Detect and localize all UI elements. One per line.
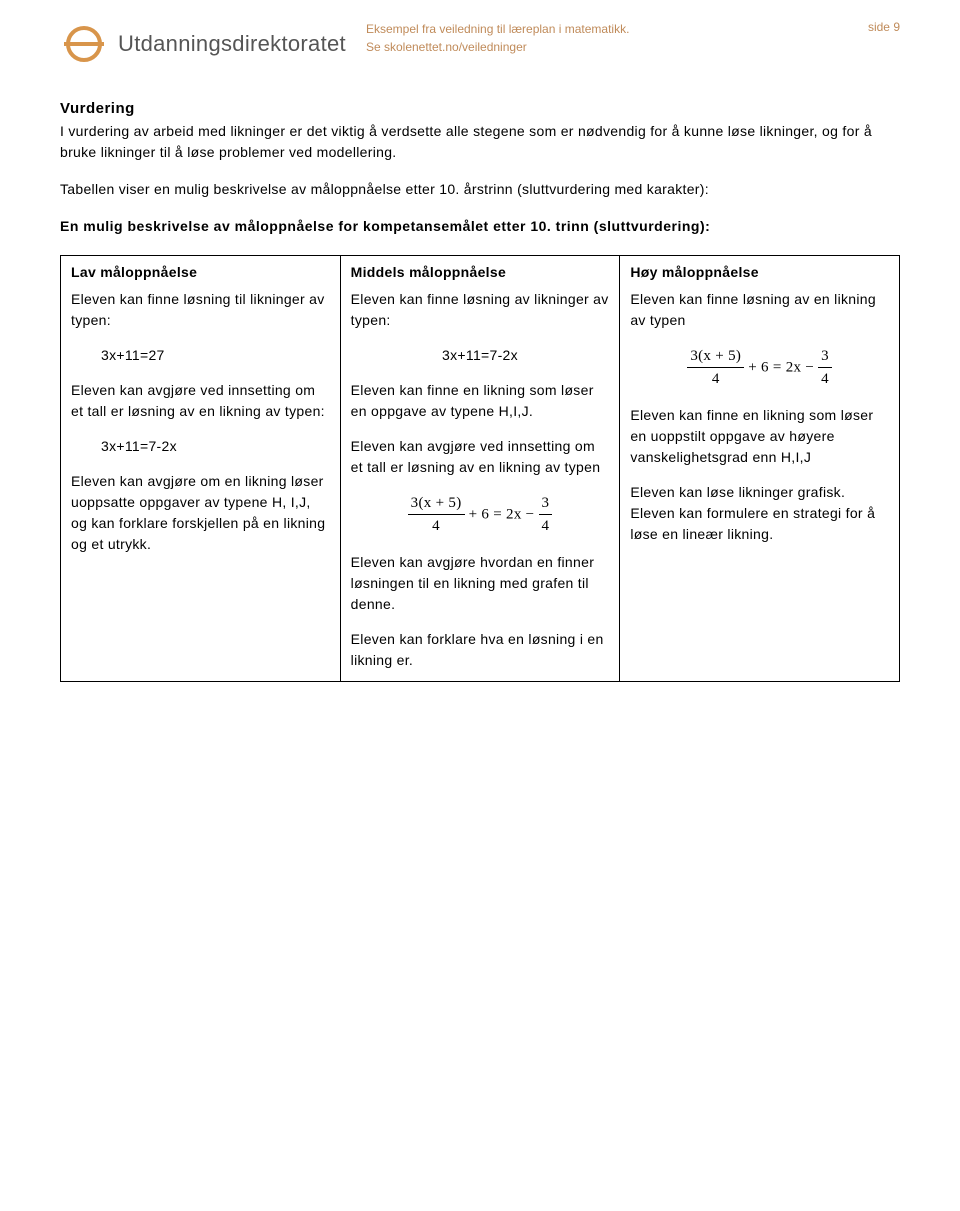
low-eq2: 3x+11=7-2x (71, 436, 330, 457)
mid-eq1: 3x+11=7-2x (351, 345, 610, 366)
mid-eq2-num2: 3 (539, 492, 553, 516)
mid-eq2: 3(x + 5)4 + 6 = 2x − 34 (351, 492, 610, 538)
logo-icon (60, 20, 108, 68)
high-eq1-num: 3(x + 5) (690, 348, 741, 364)
bold-description: En mulig beskrivelse av måloppnåelse for… (60, 216, 900, 237)
mid-eq2-den2: 4 (539, 515, 553, 538)
cell-high: Eleven kan finne løsning av en likning a… (620, 283, 900, 682)
high-eq1-den: 4 (687, 368, 744, 391)
col-header-high: Høy måloppnåelse (620, 255, 900, 283)
mid-eq2-den: 4 (408, 515, 465, 538)
high-p1: Eleven kan finne løsning av en likning a… (630, 289, 889, 331)
low-p2: Eleven kan avgjøre ved innsetting om et … (71, 380, 330, 422)
mid-p4: Eleven kan avgjøre hvordan en finner løs… (351, 552, 610, 615)
mid-eq2-num: 3(x + 5) (411, 495, 462, 511)
high-eq1-mid: + 6 = 2x − (744, 359, 818, 375)
low-p3: Eleven kan avgjøre om en likning løser u… (71, 471, 330, 555)
org-name: Utdanningsdirektoratet (118, 31, 346, 57)
high-eq1-num2: 3 (818, 345, 832, 369)
mid-p2: Eleven kan finne en likning som løser en… (351, 380, 610, 422)
high-eq1: 3(x + 5)4 + 6 = 2x − 34 (630, 345, 889, 391)
cell-low: Eleven kan finne løsning til likninger a… (61, 283, 341, 682)
header-left: Utdanningsdirektoratet (60, 20, 346, 68)
page-header: Utdanningsdirektoratet Eksempel fra veil… (60, 20, 900, 68)
mid-p3: Eleven kan avgjøre ved innsetting om et … (351, 436, 610, 478)
main-content: Vurdering I vurdering av arbeid med likn… (60, 98, 900, 682)
mid-p5: Eleven kan forklare hva en løsning i en … (351, 629, 610, 671)
paragraph-2: Tabellen viser en mulig beskrivelse av m… (60, 179, 900, 200)
header-subtitle-line1: Eksempel fra veiledning til læreplan i m… (366, 20, 868, 38)
assessment-table: Lav måloppnåelse Middels måloppnåelse Hø… (60, 255, 900, 682)
cell-mid: Eleven kan finne løsning av likninger av… (340, 283, 620, 682)
high-p3: Eleven kan løse likninger grafisk. Eleve… (630, 482, 889, 545)
col-header-low: Lav måloppnåelse (61, 255, 341, 283)
mid-eq2-mid: + 6 = 2x − (465, 506, 539, 522)
high-p2: Eleven kan finne en likning som løser en… (630, 405, 889, 468)
mid-p1: Eleven kan finne løsning av likninger av… (351, 289, 610, 331)
high-eq1-den2: 4 (818, 368, 832, 391)
low-p1: Eleven kan finne løsning til likninger a… (71, 289, 330, 331)
col-header-mid: Middels måloppnåelse (340, 255, 620, 283)
section-title: Vurdering (60, 100, 135, 117)
header-subtitle: Eksempel fra veiledning til læreplan i m… (366, 20, 868, 56)
header-subtitle-line2: Se skolenettet.no/veiledninger (366, 38, 868, 56)
page-number: side 9 (868, 20, 900, 34)
paragraph-1: I vurdering av arbeid med likninger er d… (60, 123, 872, 160)
low-eq1: 3x+11=27 (71, 345, 330, 366)
